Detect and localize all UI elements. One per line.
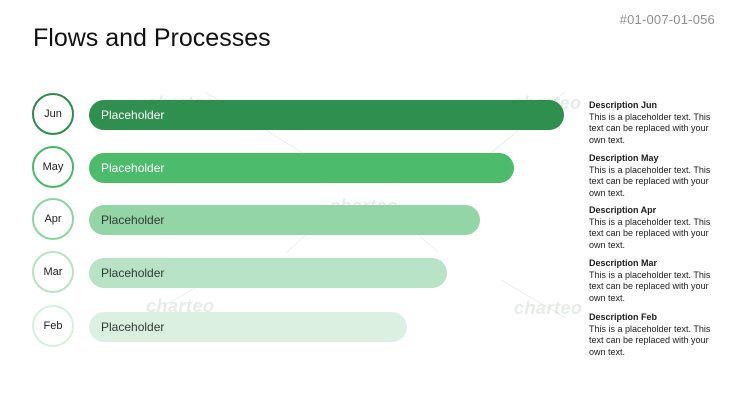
- description-body-jun: This is a placeholder text. This text ca…: [589, 111, 711, 145]
- month-badge-mar: Mar: [32, 251, 74, 293]
- description-body-feb: This is a placeholder text. This text ca…: [589, 323, 711, 357]
- process-bar-jun: Placeholder: [89, 100, 564, 130]
- process-bar-feb: Placeholder: [89, 312, 407, 342]
- month-badge-feb: Feb: [32, 305, 74, 347]
- process-row-feb: Feb Placeholder Description Feb This is …: [0, 305, 731, 357]
- process-bar-mar: Placeholder: [89, 258, 447, 288]
- description-title-jun: Description Jun: [589, 100, 658, 110]
- description-title-feb: Description Feb: [589, 312, 658, 322]
- process-row-may: May Placeholder Description May This is …: [0, 146, 731, 198]
- description-apr: Description Apr This is a placeholder te…: [589, 205, 721, 251]
- description-title-apr: Description Apr: [589, 205, 657, 215]
- process-bar-apr: Placeholder: [89, 205, 480, 235]
- month-badge-apr: Apr: [32, 198, 74, 240]
- process-row-apr: Apr Placeholder Description Apr This is …: [0, 198, 731, 250]
- description-title-may: Description May: [589, 153, 659, 163]
- description-title-mar: Description Mar: [589, 258, 658, 268]
- page-title: Flows and Processes: [33, 24, 271, 52]
- slide-id: #01-007-01-056: [619, 12, 715, 27]
- month-badge-may: May: [32, 146, 74, 188]
- description-body-apr: This is a placeholder text. This text ca…: [589, 216, 711, 250]
- description-body-may: This is a placeholder text. This text ca…: [589, 164, 711, 198]
- month-badge-jun: Jun: [32, 93, 74, 135]
- process-row-jun: Jun Placeholder Description Jun This is …: [0, 93, 731, 145]
- process-row-mar: Mar Placeholder Description Mar This is …: [0, 251, 731, 303]
- description-jun: Description Jun This is a placeholder te…: [589, 100, 721, 146]
- process-bar-may: Placeholder: [89, 153, 514, 183]
- description-feb: Description Feb This is a placeholder te…: [589, 312, 721, 358]
- description-may: Description May This is a placeholder te…: [589, 153, 721, 199]
- description-mar: Description Mar This is a placeholder te…: [589, 258, 721, 304]
- description-body-mar: This is a placeholder text. This text ca…: [589, 269, 711, 303]
